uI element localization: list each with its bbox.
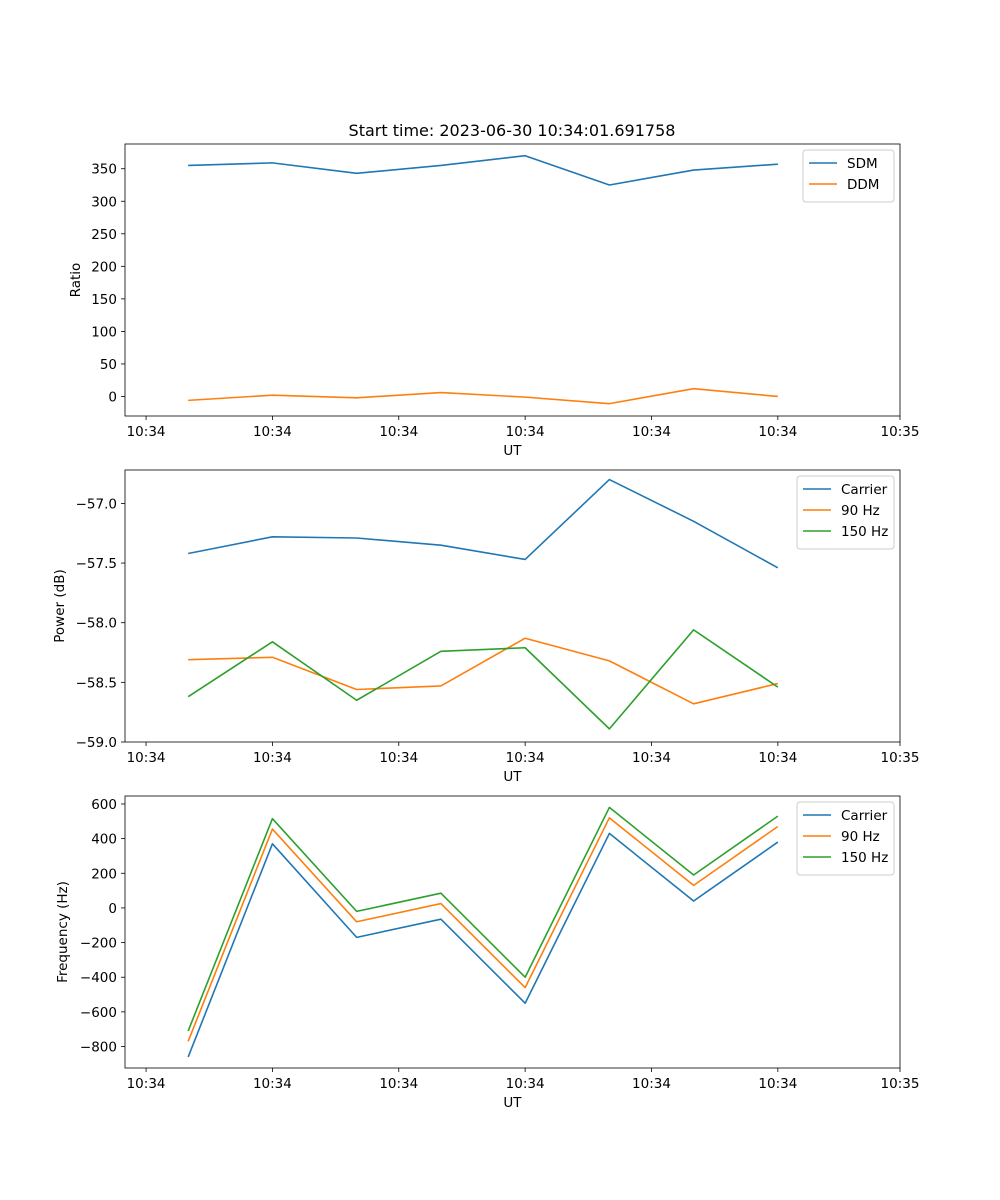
series-line-carrier: [187, 832, 779, 1058]
legend-label: Carrier: [841, 808, 888, 824]
x-tick-label: 10:34: [379, 1076, 418, 1092]
legend-label: SDM: [847, 156, 878, 172]
x-tick-label: 10:34: [253, 750, 292, 766]
x-axis-title: UT: [503, 443, 522, 459]
y-axis-title: Frequency (Hz): [55, 881, 71, 983]
y-axis-title: Ratio: [68, 263, 84, 298]
x-tick-label: 10:35: [881, 750, 920, 766]
chart-title: Start time: 2023-06-30 10:34:01.691758: [349, 121, 676, 140]
legend-label: DDM: [847, 177, 879, 193]
y-tick-label: −600: [80, 1005, 117, 1021]
x-tick-label: 10:34: [127, 1076, 166, 1092]
y-axis-title: Power (dB): [52, 569, 68, 642]
legend-label: 150 Hz: [841, 524, 888, 540]
x-tick-label: 10:34: [758, 424, 797, 440]
legend: Carrier 90 Hz 150 Hz: [796, 475, 895, 550]
legend-label: 90 Hz: [841, 829, 880, 845]
x-tick-label: 10:34: [379, 424, 418, 440]
y-tick-label: 300: [91, 194, 117, 210]
y-tick-label: 0: [108, 389, 117, 405]
y-tick-label: 600: [91, 797, 117, 813]
y-tick-label: 150: [91, 292, 117, 308]
x-tick-label: 10:34: [632, 750, 671, 766]
axes-frame: [124, 143, 901, 417]
legend: Carrier 90 Hz 150 Hz: [796, 801, 895, 876]
legend-label: 150 Hz: [841, 850, 888, 866]
x-tick-label: 10:34: [127, 750, 166, 766]
y-tick-label: 0: [108, 901, 117, 917]
x-tick-label: 10:34: [506, 750, 545, 766]
series-line-carrier: [188, 478, 779, 569]
x-tick-label: 10:35: [881, 1076, 920, 1092]
legend: SDM DDM: [802, 149, 895, 203]
y-tick-label: 100: [91, 324, 117, 340]
chart-panel-2: 10:34 10:34 10:34 10:34 10:34 10:34 10:35 −59.0…: [52, 469, 920, 785]
y-tick-label: −59.0: [76, 735, 117, 751]
y-tick-label: 200: [91, 866, 117, 882]
x-tick-label: 10:34: [632, 1076, 671, 1092]
chart-panel-3: 10:34 10:34 10:34 10:34 10:34 10:34 10:35 −800 −…: [55, 795, 920, 1111]
series-line-sdm: [188, 154, 778, 186]
series-line-90-hz: [188, 637, 779, 705]
chart-panel-1: 10:34 10:34 10:34 10:34 10:34 10:34 10:35 0 50 10…: [68, 143, 920, 459]
x-tick-label: 10:34: [506, 1076, 545, 1092]
x-tick-label: 10:35: [881, 424, 920, 440]
x-tick-label: 10:34: [253, 1076, 292, 1092]
y-tick-label: 200: [91, 259, 117, 275]
legend-label: Carrier: [841, 482, 888, 498]
legend-label: 90 Hz: [841, 503, 880, 519]
chart-panels: 10:34 10:34 10:34 10:34 10:34 10:34 10:35 0 50 10…: [52, 143, 920, 1111]
series-line-ddm: [188, 387, 778, 405]
y-tick-label: −57.5: [76, 556, 117, 572]
x-tick-label: 10:34: [127, 424, 166, 440]
y-tick-label: 250: [91, 227, 117, 243]
y-tick-label: −200: [80, 936, 117, 952]
x-axis-title: UT: [503, 769, 522, 785]
x-tick-label: 10:34: [506, 424, 545, 440]
y-tick-label: −58.0: [76, 616, 117, 632]
x-tick-label: 10:34: [253, 424, 292, 440]
axes-frame: [124, 469, 901, 743]
series-line-150-hz: [187, 629, 779, 730]
y-tick-label: 350: [91, 162, 117, 178]
y-tick-label: −58.5: [76, 675, 117, 691]
y-tick-label: −400: [80, 970, 117, 986]
y-tick-label: 50: [100, 357, 117, 373]
axes-frame: [124, 795, 901, 1069]
x-axis-title: UT: [503, 1095, 522, 1111]
x-tick-label: 10:34: [758, 1076, 797, 1092]
series-line-150-hz: [187, 806, 779, 1032]
series-line-90-hz: [187, 817, 779, 1042]
x-tick-label: 10:34: [758, 750, 797, 766]
x-tick-label: 10:34: [632, 424, 671, 440]
y-tick-label: −800: [80, 1040, 117, 1056]
y-tick-label: 400: [91, 832, 117, 848]
y-tick-label: −57.0: [76, 496, 117, 512]
x-tick-label: 10:34: [379, 750, 418, 766]
